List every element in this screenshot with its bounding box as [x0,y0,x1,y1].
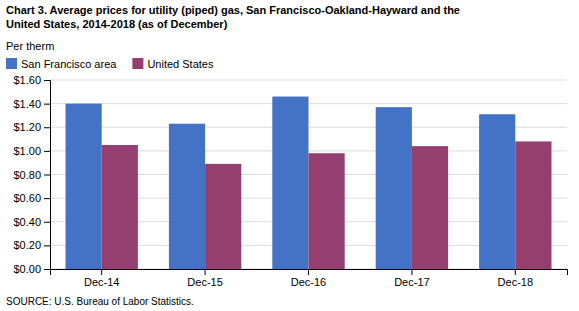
y-tick: $0.40 [13,216,50,228]
y-tick-mark [44,245,50,246]
legend-item: United States [132,58,214,70]
legend-label: United States [147,58,214,70]
x-axis-line [51,270,568,276]
x-tick-label: Dec-18 [498,276,533,288]
x-axis: Dec-14 Dec-15 Dec-16 Dec-17 Dec-18 [51,269,568,288]
bar [169,124,205,269]
y-tick-mark [44,80,50,81]
y-tick: $0.00 [13,263,50,275]
y-tick-label: $1.60 [13,74,41,86]
legend-swatch [6,58,17,69]
y-tick-mark [44,175,50,176]
y-tick-mark [44,151,50,152]
bar [376,107,412,269]
legend-swatch [132,58,143,69]
y-label: Per therm [6,40,54,52]
y-tick: $0.80 [13,169,50,181]
x-tick-label: Dec-17 [394,276,429,288]
x-tick-label: Dec-16 [291,276,326,288]
y-tick: $0.20 [13,239,50,251]
title: Chart 3. Average prices for utility (pip… [6,4,460,16]
x-tick-mark [515,269,516,275]
grid [50,80,567,269]
bars [66,97,552,269]
x-tick-mark [205,269,206,275]
y-tick-mark [44,269,50,270]
x-tick: Dec-15 [187,269,222,288]
chart: Chart 3. Average prices for utility (pip… [0,0,579,311]
y-tick: $1.00 [13,145,50,157]
y-tick: $1.20 [13,121,50,133]
grid-line [50,80,567,81]
y-tick-label: $1.20 [13,121,41,133]
x-tick-label: Dec-15 [187,276,222,288]
plot: $0.00 $0.20 $0.40 $0.60 $0.80 $1.00 $1.20 $1.40… [13,74,567,288]
x-tick: Dec-17 [394,269,429,288]
y-tick: $1.40 [13,98,50,110]
y-tick-mark [44,222,50,223]
bar [309,153,345,269]
y-tick: $0.60 [13,192,50,204]
y-tick-mark [44,104,50,105]
y-tick-label: $0.20 [13,239,41,251]
bar-series [102,141,552,269]
bar [272,97,308,269]
y-tick-mark [44,198,50,199]
bar [66,104,102,269]
x-tick-label: Dec-14 [84,276,119,288]
y-tick-label: $0.00 [13,263,41,275]
title: United States, 2014-2018 (as of December… [6,18,228,30]
y-tick-label: $0.60 [13,192,41,204]
x-tick: Dec-18 [498,269,533,288]
legend-label: San Francisco area [21,58,117,70]
x-tick-mark [411,269,412,275]
y-tick-mark [44,127,50,128]
x-tick-mark [308,269,309,275]
bar [205,164,241,269]
y-tick: $1.60 [13,74,50,86]
y-tick-label: $0.40 [13,216,41,228]
legend-item: San Francisco area [6,58,117,70]
x-tick: Dec-16 [291,269,326,288]
bar [515,141,551,269]
annotation: SOURCE: U.S. Bureau of Labor Statistics. [6,296,194,307]
x-tick-mark [101,269,102,275]
y-axis: $0.00 $0.20 $0.40 $0.60 $0.80 $1.00 $1.20 $1.40… [13,74,50,275]
y-axis-line [44,81,51,270]
bar [412,146,448,269]
legend: San Francisco area United States [6,58,214,70]
bar [479,114,515,269]
y-tick-label: $1.00 [13,145,41,157]
y-tick-label: $0.80 [13,169,41,181]
x-tick: Dec-14 [84,269,119,288]
bar-series [66,97,516,269]
y-tick-label: $1.40 [13,98,41,110]
bar [102,145,138,269]
